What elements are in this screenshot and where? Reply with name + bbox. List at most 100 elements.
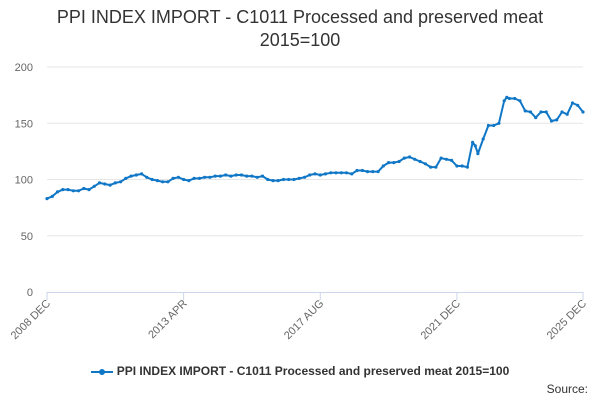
data-point-0-85 [486, 123, 490, 128]
x-tick-label-0: 2008 DEC [9, 298, 53, 342]
data-point-0-57 [344, 171, 349, 175]
data-point-0-33 [218, 174, 222, 178]
data-point-0-77 [450, 158, 454, 162]
data-point-0-7 [82, 186, 86, 191]
y-tick-label-0: 0 [27, 287, 33, 299]
data-point-0-51 [313, 172, 317, 176]
data-point-0-90 [507, 96, 511, 101]
data-point-0-75 [439, 156, 443, 160]
data-point-0-63 [376, 170, 380, 174]
data-point-0-50 [308, 173, 312, 177]
y-tick-label-200: 200 [15, 62, 33, 74]
data-point-0-34 [224, 173, 228, 177]
data-point-0-52 [318, 173, 322, 177]
legend-entry-label: PPI INDEX IMPORT - C1011 Processed and p… [116, 364, 510, 378]
y-tick-label-50: 50 [21, 231, 33, 243]
data-point-0-79 [460, 164, 464, 168]
data-point-0-19 [145, 175, 149, 179]
data-point-0-101 [565, 112, 569, 116]
data-point-0-53 [323, 172, 328, 176]
data-point-0-28 [192, 176, 196, 180]
data-point-0-36 [234, 173, 238, 177]
data-point-0-22 [161, 180, 165, 184]
data-point-0-83 [476, 152, 480, 156]
data-point-0-37 [239, 173, 243, 177]
data-point-0-43 [271, 179, 275, 183]
data-point-0-99 [555, 118, 559, 122]
data-point-0-58 [350, 172, 354, 176]
data-point-0-27 [187, 179, 191, 183]
chart-title-line-1: PPI INDEX IMPORT - C1011 Processed and p… [56, 7, 544, 27]
data-point-0-54 [329, 171, 333, 175]
data-point-0-35 [229, 174, 233, 178]
data-point-0-0 [45, 197, 49, 201]
data-point-0-45 [281, 177, 286, 182]
data-point-0-69 [408, 155, 412, 159]
chart-title-line-2: 2015=100 [259, 30, 341, 50]
data-point-0-47 [292, 177, 296, 182]
data-point-0-1 [50, 194, 54, 198]
data-point-0-81 [471, 140, 475, 144]
data-point-0-10 [97, 181, 102, 185]
data-point-0-74 [434, 165, 438, 169]
x-tick-label-1: 2013 APR [146, 298, 190, 342]
y-tick-label-100: 100 [15, 175, 33, 187]
data-point-0-46 [287, 177, 291, 182]
data-point-0-40 [255, 175, 259, 179]
data-point-0-100 [560, 110, 564, 114]
x-tick-label-4: 2025 DEC [545, 298, 589, 342]
data-point-0-96 [539, 110, 543, 114]
y-tick-label-150: 150 [15, 118, 33, 130]
data-point-0-84 [481, 137, 485, 141]
data-point-0-38 [245, 174, 249, 178]
data-point-0-44 [276, 179, 280, 183]
data-point-0-93 [523, 109, 527, 113]
data-point-0-30 [203, 175, 207, 179]
data-point-0-39 [250, 174, 254, 178]
data-point-0-78 [455, 164, 459, 168]
chart-legend[interactable]: PPI INDEX IMPORT - C1011 Processed and p… [0, 364, 600, 378]
data-point-0-80 [465, 165, 469, 169]
data-point-0-72 [423, 162, 427, 166]
data-point-0-91 [513, 96, 517, 101]
legend-line-marker-icon [90, 367, 113, 377]
data-point-0-6 [76, 189, 81, 193]
data-point-0-16 [129, 174, 133, 178]
chart-title: PPI INDEX IMPORT - C1011 Processed and p… [0, 6, 600, 52]
x-tick-label-3: 2021 DEC [419, 298, 463, 342]
data-point-0-65 [387, 161, 391, 165]
data-point-0-73 [429, 165, 433, 169]
data-point-0-62 [371, 170, 375, 174]
data-point-0-89 [505, 95, 509, 99]
data-point-0-2 [55, 190, 60, 194]
data-point-0-103 [576, 103, 580, 107]
data-point-0-67 [397, 159, 401, 164]
data-point-0-59 [355, 168, 359, 173]
data-point-0-3 [61, 188, 65, 192]
data-point-0-4 [66, 188, 70, 192]
data-point-0-31 [208, 175, 212, 179]
data-point-0-15 [124, 176, 128, 180]
data-point-0-86 [492, 123, 496, 128]
data-point-0-29 [197, 176, 201, 180]
data-point-0-70 [413, 157, 417, 161]
data-point-0-23 [166, 180, 170, 184]
data-point-0-8 [87, 188, 91, 192]
data-point-0-12 [108, 183, 112, 187]
data-point-0-95 [534, 116, 538, 120]
data-point-0-25 [176, 175, 180, 179]
data-point-0-21 [155, 179, 159, 183]
data-point-0-11 [103, 182, 107, 186]
data-point-0-24 [171, 176, 175, 180]
data-point-0-94 [528, 110, 533, 114]
data-point-0-5 [71, 189, 75, 193]
data-point-0-66 [392, 161, 396, 165]
source-label: Source: [546, 382, 588, 396]
data-point-0-18 [140, 172, 144, 176]
x-tick-label-2: 2017 AUG [282, 298, 326, 342]
data-point-0-98 [549, 119, 554, 123]
data-point-0-42 [266, 177, 270, 182]
data-point-0-14 [119, 180, 123, 184]
data-point-0-41 [260, 174, 265, 178]
